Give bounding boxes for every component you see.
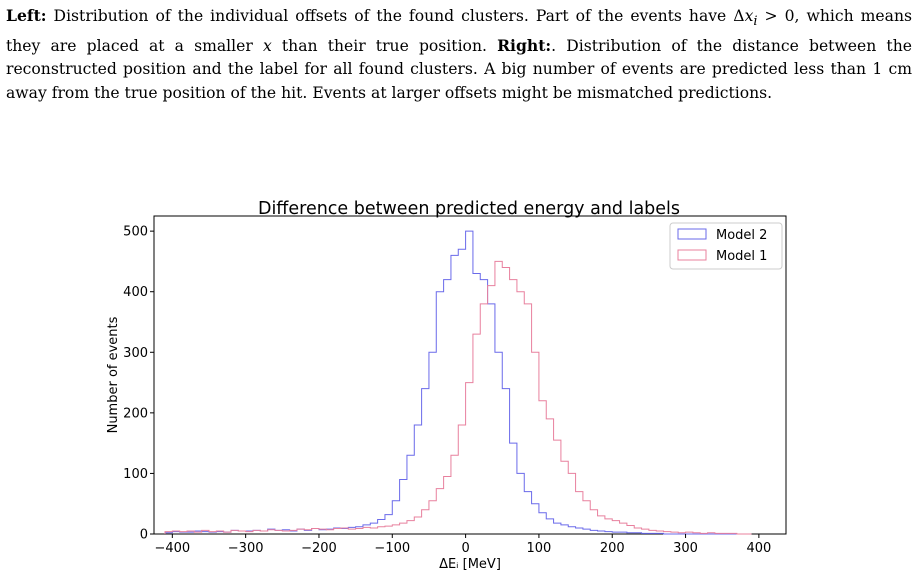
chart-title: Difference between predicted energy and … [258, 199, 680, 219]
caption-math-x2: x [262, 36, 272, 55]
x-tick-label: −100 [374, 541, 410, 556]
series-layer [164, 230, 752, 535]
y-axis-label: Number of events [106, 316, 121, 433]
x-tick-label: 400 [746, 541, 771, 556]
caption-left-text-3: than their true position. [271, 36, 498, 55]
caption-right-text: . Distribution of the distance between t… [6, 36, 912, 102]
x-tick-label: −400 [154, 541, 190, 556]
figure-caption: Left: Distribution of the individual off… [6, 4, 912, 105]
caption-left-text-1: Distribution of the individual offsets o… [46, 7, 734, 25]
legend-label-model-2: Model 2 [716, 228, 767, 243]
y-tick-label: 200 [123, 406, 148, 421]
caption-math-sub: i [753, 14, 758, 30]
x-tick-label: 200 [600, 541, 625, 556]
x-tick-label: −300 [228, 541, 264, 556]
x-tick-label: 300 [673, 541, 698, 556]
legend-label-model-1: Model 1 [716, 249, 767, 264]
caption-right-label: Right: [497, 35, 552, 55]
caption-math-x: x [744, 7, 754, 25]
x-tick-label: 100 [527, 541, 552, 556]
y-tick-label: 400 [123, 285, 148, 300]
y-tick-label: 300 [123, 346, 148, 361]
caption-left-label: Left: [6, 6, 47, 25]
caption-math-delta: Δ [733, 7, 745, 25]
caption-left-text-2: , which means they are placed at a small… [6, 7, 912, 55]
legend-swatch-model-2 [677, 228, 707, 240]
y-tick-label: 100 [123, 467, 148, 482]
x-tick-label: −200 [301, 541, 337, 556]
caption-math-gt: > 0 [757, 7, 795, 25]
y-tick-label: 500 [123, 225, 148, 240]
histogram-series-model-2 [164, 230, 752, 535]
y-tick-label: 0 [140, 528, 148, 543]
legend: Model 2 Model 1 [669, 222, 783, 270]
axes-layer: −400 −300 −200 −100 0 100 200 300 400 0 100 200 300 4… [123, 225, 771, 556]
legend-swatch-model-1 [677, 249, 707, 261]
histogram-series-model-1 [164, 260, 752, 535]
x-axis-label: ΔEᵢ [MeV] [439, 557, 501, 572]
x-tick-label: 0 [461, 541, 469, 556]
plot-frame [153, 215, 787, 535]
